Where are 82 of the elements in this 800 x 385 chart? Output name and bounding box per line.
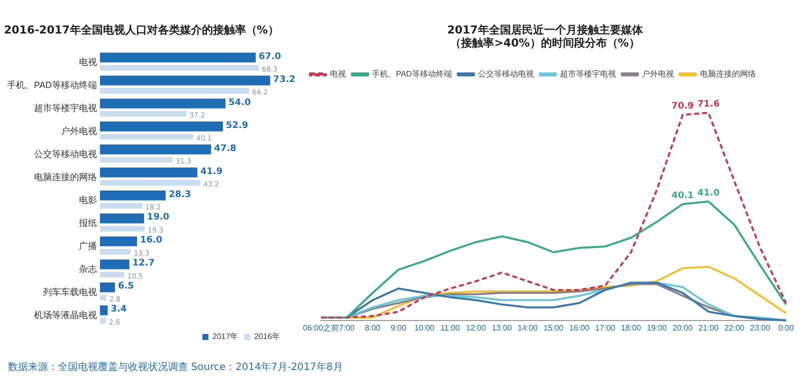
data-label: 41.0 <box>697 188 720 198</box>
bar <box>100 144 212 154</box>
y-tick-label: 户外电视 <box>60 126 97 136</box>
x-tick-label: 06:00之前 <box>302 323 340 332</box>
x-tick-label: 16:00 <box>569 323 590 332</box>
y-tick-label: 杂志 <box>78 264 97 274</box>
data-label: 41.9 <box>200 166 223 177</box>
y-tick-label: 手机、PAD等移动终端 <box>6 80 97 90</box>
legend-label: 超市等楼宇电视 <box>560 70 616 79</box>
bar <box>100 248 131 255</box>
bar <box>100 110 186 117</box>
x-tick-label: 12:00 <box>466 323 487 332</box>
source-note: 数据来源：全国电视覆盖与收视状况调查 Source：2014年7月-2017年8月 <box>8 360 343 374</box>
bar <box>100 294 106 301</box>
y-tick-label: 超市等楼宇电视 <box>34 103 97 114</box>
bar <box>100 272 124 278</box>
bar <box>100 282 115 292</box>
bar <box>100 190 166 200</box>
x-tick-label: 14:00 <box>518 323 538 332</box>
data-label: 54.0 <box>228 98 251 108</box>
y-tick-label: 电视 <box>78 57 97 68</box>
x-tick-label: 17:00 <box>595 323 616 332</box>
bar <box>100 98 226 108</box>
y-tick-label: 报纸 <box>78 218 97 228</box>
bar <box>100 88 250 94</box>
bar <box>100 226 145 232</box>
y-tick-label: 广播 <box>78 241 97 252</box>
y-tick-label: 机场等液晶电视 <box>34 310 97 320</box>
chart-title: 2017年全国居民近一个月接触主要媒体（接触率>40%）的时间段分布（%） <box>447 23 644 50</box>
bar <box>100 65 259 71</box>
bar <box>100 202 142 209</box>
x-tick-label: 8:00 <box>364 323 382 332</box>
y-tick-label: 电影 <box>78 195 97 206</box>
legend-label: 手机、PAD等移动终端 <box>372 70 452 79</box>
x-tick-label: 18:00 <box>620 323 642 332</box>
data-label: 47.8 <box>214 144 236 154</box>
x-tick-label: 23:00 <box>750 323 771 332</box>
x-tick-label: 15:00 <box>543 323 564 332</box>
data-label: 52.9 <box>226 120 248 131</box>
bar <box>100 76 270 86</box>
bar <box>100 259 130 270</box>
y-tick-label: 电脑连接的网络 <box>34 172 97 182</box>
bar <box>100 213 144 224</box>
legend-label: 电视 <box>330 70 346 79</box>
x-tick-label: 0:00 <box>778 323 794 332</box>
x-tick-label: 20:00 <box>672 323 694 332</box>
x-tick-label: 7:00 <box>339 323 356 332</box>
bar <box>100 134 194 140</box>
x-tick-label: 22:00 <box>724 323 745 332</box>
legend-label: 户外电视 <box>642 70 674 79</box>
x-tick-label: 10:00 <box>414 323 435 332</box>
data-label: 67.0 <box>258 52 281 62</box>
bar <box>100 168 198 178</box>
data-label: 12.7 <box>132 258 155 269</box>
data-label: 19.0 <box>147 212 170 223</box>
bar <box>100 305 108 316</box>
data-label: 6.5 <box>118 282 134 292</box>
data-label: 28.3 <box>168 190 191 200</box>
x-tick-label: 19:00 <box>646 323 668 332</box>
data-label: 40.1 <box>672 190 694 201</box>
data-label: 3.4 <box>110 304 127 315</box>
bar <box>100 180 200 186</box>
bar <box>100 318 106 324</box>
y-tick-label: 公交等移动电视 <box>34 149 97 160</box>
legend-label: 2016年 <box>254 332 280 342</box>
data-label: 73.2 <box>273 74 296 85</box>
x-tick-label: 13:00 <box>492 323 512 332</box>
y-tick-label: 列车车载电视 <box>42 287 97 298</box>
x-tick-label: 21:00 <box>698 323 720 332</box>
bar <box>100 236 138 246</box>
data-label: 71.6 <box>697 100 720 110</box>
x-tick-label: 11:00 <box>440 323 460 332</box>
bar <box>100 156 173 163</box>
legend-label: 2017年 <box>212 332 238 342</box>
x-tick-label: 9:00 <box>390 323 407 332</box>
data-label: 16.0 <box>140 236 162 246</box>
bar <box>100 52 256 62</box>
chart-title: 2016-2017年全国电视人口对各类媒介的接触率（%） <box>4 23 279 36</box>
data-label: 70.9 <box>672 102 694 112</box>
legend-label: 电脑连接的网络 <box>700 70 756 79</box>
legend-label: 公交等移动电视 <box>478 70 534 79</box>
bar <box>100 122 223 132</box>
